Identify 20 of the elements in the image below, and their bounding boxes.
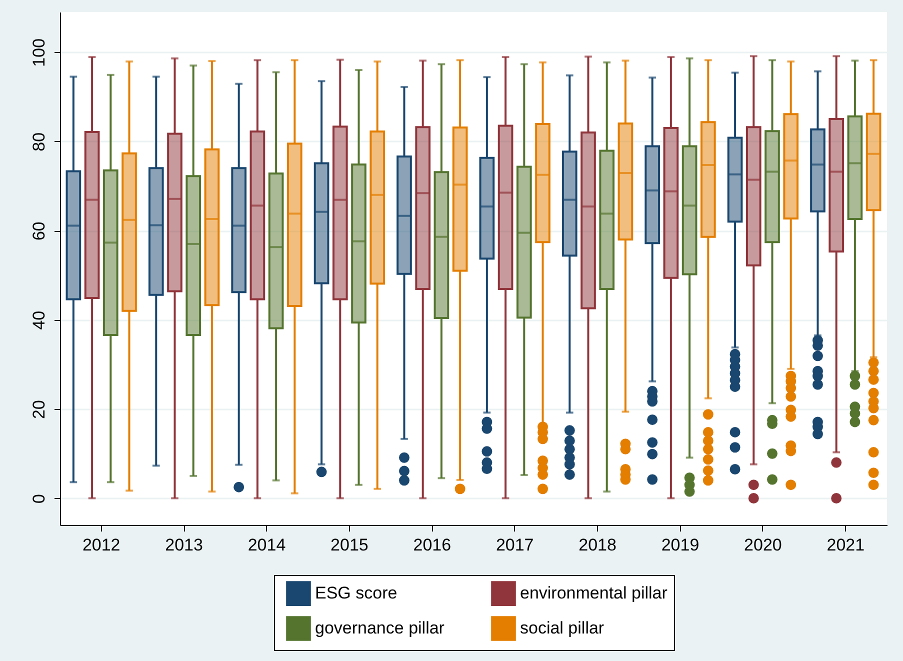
x-tick-label: 2012 — [82, 536, 120, 554]
x-tick-label: 2015 — [330, 536, 368, 554]
legend-label: governance pillar — [315, 618, 445, 638]
x-tick-label: 2018 — [578, 536, 616, 554]
x-tick-label: 2020 — [744, 536, 782, 554]
y-tick-label: 20 — [30, 400, 48, 419]
x-tick-label: 2014 — [248, 536, 286, 554]
x-tick-label: 2017 — [496, 536, 534, 554]
x-tick-label: 2019 — [661, 536, 700, 554]
y-tick-label: 100 — [30, 38, 48, 67]
legend-label: social pillar — [520, 618, 604, 638]
y-tick-label: 0 — [30, 494, 48, 504]
x-tick-label: 2021 — [826, 536, 865, 554]
y-tick-label: 60 — [30, 222, 48, 241]
y-tick-label: 40 — [30, 310, 48, 330]
y-tick-label: 80 — [30, 132, 48, 152]
x-tick-label: 2016 — [413, 536, 452, 554]
legend-label: environmental pillar — [520, 584, 668, 603]
x-tick-label: 2013 — [165, 536, 203, 554]
legend-label: ESG score — [315, 584, 398, 603]
